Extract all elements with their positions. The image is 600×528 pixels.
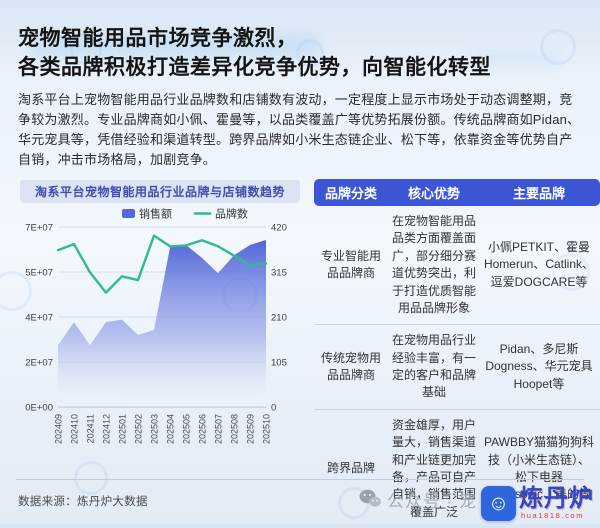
right-axis-tick: 420: [271, 222, 287, 233]
wechat-icon: [359, 489, 381, 513]
table-row: 专业智能用品品牌商 在宠物智能用品品类方面覆盖面广，部分细分赛道优势突出，利于打造…: [314, 206, 600, 326]
x-axis-tick: 202501: [118, 414, 128, 444]
brand-count-line-series: [56, 234, 268, 294]
x-axis-tick: 202505: [182, 414, 192, 444]
left-axis-tick: 7E+07: [25, 222, 53, 233]
legend-sales-swatch: [122, 208, 135, 218]
table-cell-advantage: 在宠物用品行业经验丰富，有一定的客户和品牌基础: [391, 333, 476, 400]
wechat-account-label: 公众号 · 宠: [386, 492, 477, 511]
table-cell-category: 跨界品牌: [326, 461, 375, 476]
right-axis-tick: 105: [271, 357, 287, 368]
main-content: 淘系平台宠物智能用品行业品牌与店铺数趋势 7E+07 420 5E+07 315 4E+…: [18, 178, 600, 528]
x-axis-tick: 202411: [86, 414, 96, 443]
x-axis-tick: 202409: [54, 414, 64, 444]
left-axis-tick: 4E+07: [25, 312, 53, 323]
right-axis-tick: 210: [271, 312, 287, 323]
table-cell-advantage: 在宠物智能用品品类方面覆盖面广，部分细分赛道优势突出，利于打造优质智能用品品牌形…: [391, 213, 476, 315]
table-row: 传统宠物用品品牌商 在宠物用品行业经验丰富，有一定的客户和品牌基础 Pidan、多尼…: [314, 325, 600, 410]
trend-chart: 7E+07 420 5E+07 315 4E+07 210 2E+07 105 0E+00 0 20…: [18, 206, 306, 464]
x-axis-tick: 202508: [230, 414, 240, 444]
page-title-line1: 宠物智能用品市场竞争激烈，: [18, 27, 298, 50]
right-axis-tick: 315: [271, 267, 287, 278]
chart-title: 淘系平台宠物智能用品行业品牌与店铺数趋势: [20, 179, 300, 203]
table-cell-brands: 小佩PETKIT、霍曼Homerun、Catlink、逗爱DOGCARE等: [483, 240, 595, 289]
left-axis-tick: 2E+07: [25, 357, 53, 368]
table-cell-brands: Pidan、多尼斯Dogness、华元宠具Hoopet等: [485, 341, 593, 391]
chart-panel: 淘系平台宠物智能用品行业品牌与店铺数趋势 7E+07 420 5E+07 315 4E+…: [18, 179, 306, 528]
x-axis-tick: 202503: [150, 414, 160, 444]
logo-face-glyph: ☺: [487, 492, 510, 515]
page-title-line2: 各类品牌积极打造差异化竞争优势，向智能化转型: [18, 55, 491, 79]
table-header-row: 品牌分类 核心优势 主要品牌: [314, 178, 600, 206]
x-axis-tick: 202502: [134, 414, 144, 444]
intro-paragraph: 淘系平台上宠物智能用品行业品牌数和店铺数有波动，一定程度上显示市场处于动态调整期…: [18, 91, 581, 167]
sales-area-series: [58, 239, 266, 407]
left-axis-tick: 5E+07: [25, 267, 53, 278]
table-header-category: 品牌分类: [324, 185, 377, 201]
page-title: 宠物智能用品市场竞争激烈， 各类品牌积极打造差异化竞争优势，向智能化转型: [18, 25, 582, 83]
x-axis-tick: 202507: [214, 414, 224, 444]
right-axis-tick: 0: [271, 402, 276, 413]
x-axis-tick: 202410: [70, 414, 80, 444]
footer-divider: [16, 479, 584, 480]
footer-branding: 公众号 · 宠 ☺ 炼丹炉 hua1818.com: [359, 486, 594, 521]
liandanlu-logo-url: hua1818.com: [521, 511, 585, 521]
legend-brands-label: 品牌数: [215, 207, 248, 221]
x-axis-tick: 202506: [198, 414, 208, 444]
table-header-advantage: 核心优势: [407, 185, 460, 201]
table-cell-category: 传统宠物用品品牌商: [320, 350, 381, 383]
x-axis-tick: 202510: [262, 414, 272, 444]
table-body: 专业智能用品品牌商 在宠物智能用品品类方面覆盖面广，部分细分赛道优势突出，利于打造…: [314, 206, 600, 528]
x-axis-tick: 202504: [166, 414, 176, 444]
table-header-brands: 主要品牌: [512, 185, 565, 201]
left-axis-tick: 0E+00: [25, 402, 53, 413]
liandanlu-logo-icon: ☺: [481, 486, 516, 521]
brand-table: 品牌分类 核心优势 主要品牌 专业智能用品品牌商 在宠物智能用品品类方面覆盖面广，…: [314, 178, 600, 528]
liandanlu-logo: ☺ 炼丹炉 hua1818.com: [481, 486, 594, 521]
x-axis-tick: 202509: [246, 414, 256, 444]
x-axis-tick: 202412: [102, 414, 112, 444]
table-cell-advantage: 资金雄厚，用户量大，销售渠道和产业链更加完备，产品可自产自销，销售范围覆盖广泛: [391, 417, 476, 519]
table-cell-category: 专业智能用品品牌商: [320, 248, 381, 281]
legend-sales-label: 销售额: [139, 207, 172, 221]
table-row: 跨界品牌 资金雄厚，用户量大，销售渠道和产业链更加完备，产品可自产自销，销售范围覆…: [314, 410, 600, 528]
data-source-label: 数据来源：炼丹炉大数据: [18, 496, 148, 508]
